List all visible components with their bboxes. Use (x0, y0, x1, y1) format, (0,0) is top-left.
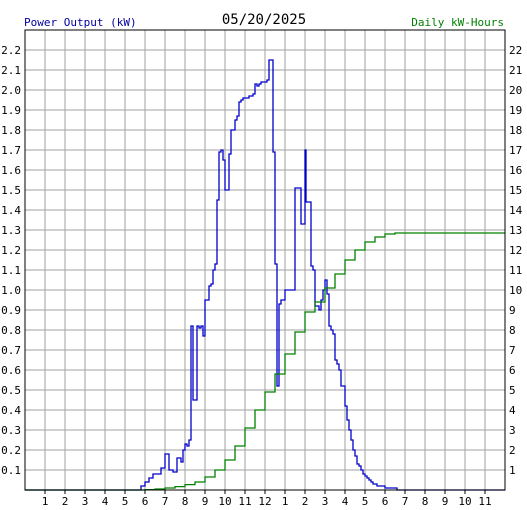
y2-tick-label: 17 (509, 144, 522, 157)
y-tick-label: 2.1 (1, 64, 21, 77)
y2-tick-label: 16 (509, 164, 522, 177)
y2-tick-label: 9 (509, 304, 516, 317)
x-tick-label: 1 (282, 495, 289, 508)
grid-lines (25, 30, 505, 490)
chart-date: 05/20/2025 (222, 12, 306, 28)
y2-tick-label: 8 (509, 324, 516, 337)
x-axis-ticks: 1 2 3 4 5 6 7 8 9 10 11 12 1 2 3 4 5 6 7 8 9 10 11 (42, 490, 492, 508)
y-tick-label: 0.8 (1, 324, 21, 337)
y-tick-label: 0.6 (1, 364, 21, 377)
x-tick-label: 6 (142, 495, 149, 508)
y2-tick-label: 12 (509, 244, 522, 257)
y-tick-label: 0.2 (1, 444, 21, 457)
y-tick-label: 1.8 (1, 124, 21, 137)
y-tick-label: 1.0 (1, 284, 21, 297)
y2-tick-label: 15 (509, 184, 522, 197)
plot-frame (24, 29, 506, 491)
daily-kwh-line (25, 232, 505, 491)
power-series (25, 59, 505, 491)
x-tick-label: 9 (442, 495, 449, 508)
y2-tick-label: 11 (509, 264, 522, 277)
y-tick-label: 0.7 (1, 344, 21, 357)
x-tick-label: 8 (182, 495, 189, 508)
y2-tick-label: 7 (509, 344, 516, 357)
y-tick-label: 0.3 (1, 424, 21, 437)
y-tick-label: 1.5 (1, 184, 21, 197)
y-tick-label: 1.9 (1, 104, 21, 117)
energy-series (25, 232, 505, 491)
x-tick-label: 2 (62, 495, 69, 508)
y-tick-label: 0.1 (1, 464, 21, 477)
y2-tick-label: 5 (509, 384, 516, 397)
x-tick-label: 12 (258, 495, 271, 508)
y2-tick-label: 4 (509, 404, 516, 417)
x-tick-label: 5 (362, 495, 369, 508)
y-tick-label: 0.9 (1, 304, 21, 317)
y2-tick-label: 22 (509, 44, 522, 57)
y2-tick-label: 14 (509, 204, 523, 217)
y-tick-label: 2.2 (1, 44, 21, 57)
x-tick-label: 7 (162, 495, 169, 508)
x-tick-label: 3 (82, 495, 89, 508)
x-tick-label: 5 (122, 495, 129, 508)
right-axis-label: Daily kW-Hours (411, 16, 504, 29)
x-tick-label: 8 (422, 495, 429, 508)
y-tick-label: 1.1 (1, 264, 21, 277)
x-tick-label: 3 (322, 495, 329, 508)
y-tick-label: 0.4 (1, 404, 21, 417)
y2-tick-label: 2 (509, 444, 516, 457)
left-axis-label: Power Output (kW) (24, 16, 137, 29)
x-tick-label: 6 (382, 495, 389, 508)
x-tick-label: 11 (238, 495, 251, 508)
power-output-line (25, 59, 505, 491)
x-tick-label: 11 (478, 495, 491, 508)
y-tick-label: 2.0 (1, 84, 21, 97)
y2-tick-label: 20 (509, 84, 522, 97)
left-axis-ticks: 0.1 0.2 0.3 0.4 0.5 0.6 0.7 0.8 0.9 1.0 1.1 1.2 1.3 1… (1, 44, 21, 477)
x-tick-label: 9 (202, 495, 209, 508)
y-tick-label: 0.5 (1, 384, 21, 397)
y2-tick-label: 10 (509, 284, 522, 297)
y-tick-label: 1.6 (1, 164, 21, 177)
y2-tick-label: 3 (509, 424, 516, 437)
x-tick-label: 2 (302, 495, 309, 508)
x-tick-label: 7 (402, 495, 409, 508)
y2-tick-label: 13 (509, 224, 522, 237)
y-tick-label: 1.3 (1, 224, 21, 237)
x-tick-label: 4 (342, 495, 349, 508)
y2-tick-label: 19 (509, 104, 522, 117)
x-tick-label: 4 (102, 495, 109, 508)
x-tick-label: 10 (218, 495, 231, 508)
y-tick-label: 1.2 (1, 244, 21, 257)
y2-tick-label: 21 (509, 64, 522, 77)
y2-tick-label: 18 (509, 124, 522, 137)
y2-tick-label: 6 (509, 364, 516, 377)
x-tick-label: 10 (458, 495, 471, 508)
y-tick-label: 1.4 (1, 204, 21, 217)
y2-tick-label: 1 (509, 464, 516, 477)
x-tick-label: 1 (42, 495, 49, 508)
y-tick-label: 1.7 (1, 144, 21, 157)
